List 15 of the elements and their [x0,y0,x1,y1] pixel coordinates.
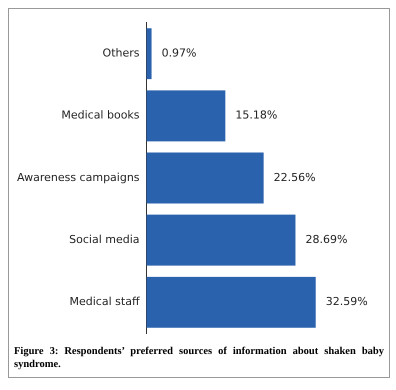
y-tick-label: Medical staff [70,295,140,308]
data-label: 32.59% [326,295,368,308]
y-tick-label: Awareness campaigns [17,170,140,184]
caption: Figure 3: Respondents’ preferred sources of information about shaken baby syndrome. [13,345,385,372]
data-label: 28.69% [305,233,348,246]
bar [146,276,316,328]
y-tick-label: Social media [69,233,140,246]
bar [146,152,264,204]
y-tick-label: Others [102,46,140,60]
bar [146,90,226,142]
bar [146,214,296,266]
data-label: 0.97% [162,46,197,60]
data-label: 15.18% [235,108,278,122]
data-label: 22.56% [274,170,316,184]
y-tick-label: Medical books [61,108,140,122]
